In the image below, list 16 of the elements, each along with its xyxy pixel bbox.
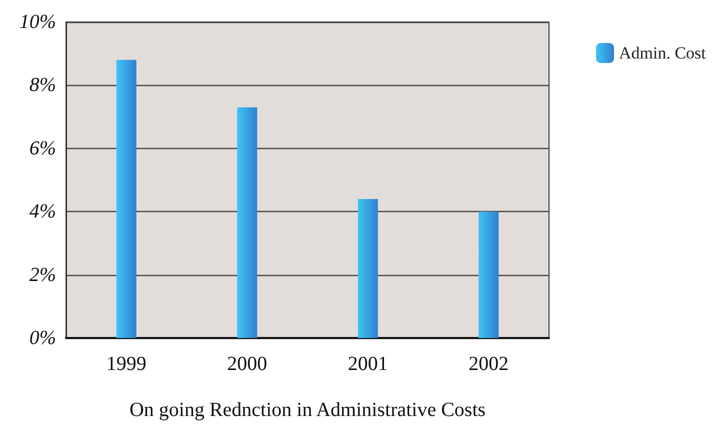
y-tick-label: 8% (29, 74, 56, 96)
y-tick-label: 6% (29, 137, 56, 160)
x-tick-label: 2000 (227, 353, 268, 375)
y-tick-label: 0% (29, 327, 56, 349)
bar (237, 107, 258, 338)
y-tick-label: 2% (29, 264, 56, 286)
x-axis-title: On going Rednction in Administrative Costs (129, 399, 486, 421)
y-tick-label: 10% (19, 11, 56, 33)
bar (358, 198, 378, 338)
bar (478, 212, 499, 338)
x-tick-label: 1999 (106, 353, 146, 375)
x-tick-label: 2001 (348, 353, 388, 375)
bar (116, 60, 136, 338)
y-tick-label: 4% (29, 200, 56, 223)
x-tick-label: 2002 (468, 353, 509, 375)
legend-label: Admin. Cost (619, 44, 706, 62)
